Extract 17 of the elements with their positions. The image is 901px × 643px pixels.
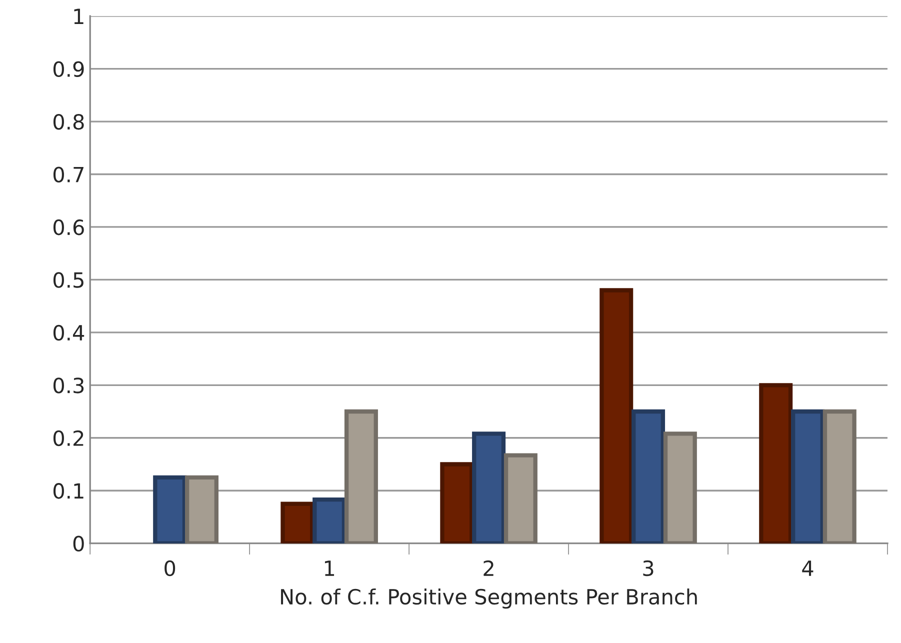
y-tick-label: 0.7	[53, 166, 84, 182]
y-tick-label: 0.6	[53, 219, 84, 236]
y-tick-label: 0	[73, 536, 84, 552]
y-tick-label: 0.1	[53, 483, 84, 499]
x-tick-label: 2	[484, 560, 494, 576]
x-tick-label: 0	[164, 560, 176, 576]
y-tick-label: 0.3	[53, 378, 84, 394]
y-tick-label: 0.8	[53, 114, 84, 130]
y-tick-label: 0.9	[53, 61, 84, 78]
x-tick-label: 4	[802, 560, 814, 576]
y-tick-label: 1	[74, 8, 84, 24]
x-tick-label: 3	[643, 560, 654, 576]
y-tick-label: 0.4	[53, 324, 84, 341]
x-axis-title: No. of C.f. Positive Segments Per Branch	[281, 588, 697, 609]
y-tick-label: 0.5	[53, 272, 84, 288]
y-tick-label: 0.2	[53, 430, 84, 446]
x-tick-label: 1	[324, 560, 334, 576]
